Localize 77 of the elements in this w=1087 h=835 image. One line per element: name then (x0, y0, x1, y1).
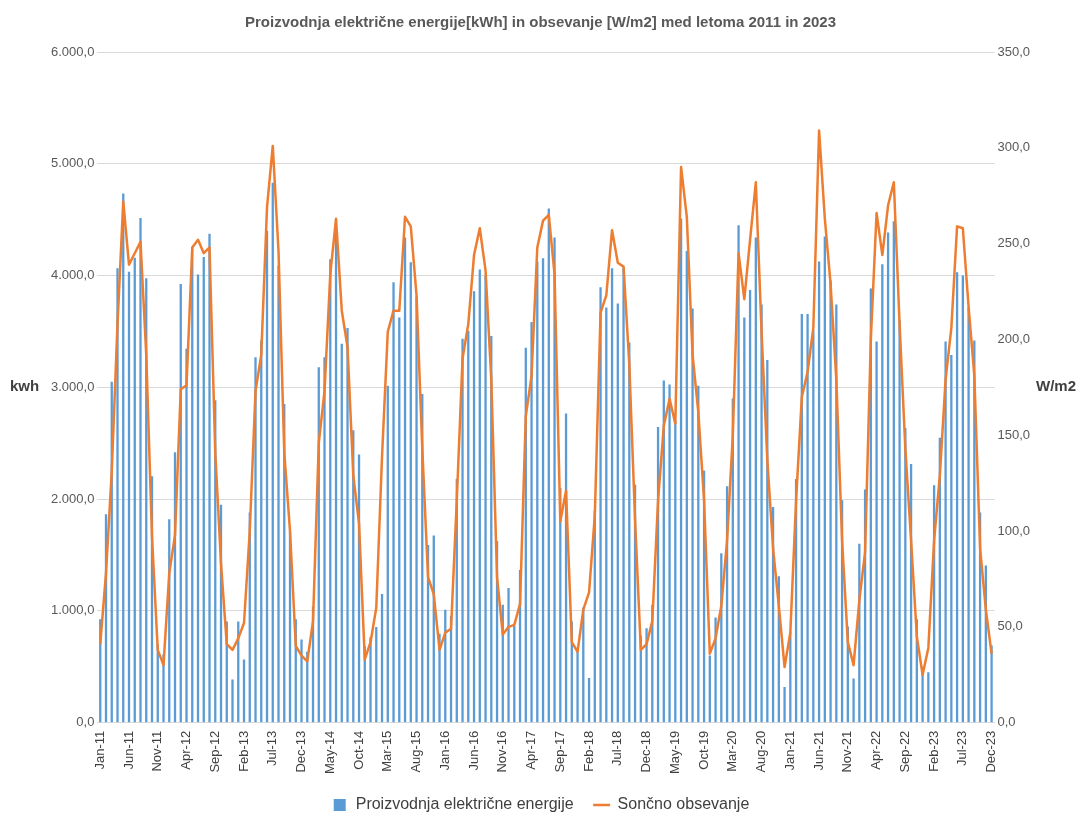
bar (277, 265, 280, 723)
x-tick-label: Jul-23 (954, 730, 970, 767)
y-tick-label: 3.000,0 (51, 378, 95, 394)
bar (507, 587, 510, 723)
bar (530, 321, 533, 723)
y2-tick-label: 300,0 (997, 139, 1031, 155)
x-tick-label: Aug-15 (408, 730, 424, 773)
bar (875, 341, 878, 723)
y-tick-label: 2.000,0 (51, 490, 95, 506)
bar (576, 650, 579, 723)
x-tick-label: Mar-15 (379, 730, 395, 772)
bar (300, 639, 303, 723)
chart-title: Proizvodnja električne energije[kWh] in obsevanje [W/m2] med letoma 2011 in 2023 (244, 13, 837, 31)
bar (185, 348, 188, 723)
bar (806, 314, 809, 723)
legend-label: Proizvodnja električne energije (355, 795, 574, 813)
bar (967, 307, 970, 723)
y2-tick-label: 200,0 (997, 331, 1031, 346)
bar (622, 267, 625, 723)
x-tick-label: Nov-11 (149, 730, 165, 772)
x-tick-label: Jul-18 (609, 730, 625, 767)
bar (139, 217, 142, 723)
x-tick-label: Jul-13 (264, 730, 280, 767)
y2-tick-label: 350,0 (997, 43, 1031, 59)
bar (461, 338, 464, 723)
y2-tick-label: 150,0 (997, 426, 1031, 442)
x-tick-label: Oct-14 (350, 730, 366, 770)
x-tick-label: Feb-23 (925, 730, 941, 772)
bar (231, 679, 234, 723)
y2-tick-label: 50,0 (997, 618, 1023, 634)
y-tick-label: 0,0 (76, 714, 95, 730)
y-tick-label: 5.000,0 (51, 155, 95, 171)
x-tick-label: Apr-12 (178, 730, 194, 770)
x-tick-label: Feb-13 (235, 730, 251, 772)
bar (346, 328, 349, 723)
y2-tick-label: 100,0 (997, 522, 1031, 538)
x-tick-label: Nov-16 (494, 730, 510, 773)
x-tick-label: Nov-21 (839, 730, 855, 773)
y-tick-label: 4.000,0 (51, 267, 95, 283)
x-tick-label: Dec-13 (293, 730, 309, 773)
bar (783, 686, 786, 723)
x-tick-label: Jun-16 (465, 730, 481, 771)
x-tick-label: Sep-12 (206, 730, 222, 773)
bar (392, 282, 395, 723)
bar (668, 384, 671, 723)
y2-tick-label: 0,0 (997, 714, 1016, 730)
y-axis-title: kwh (10, 377, 40, 395)
x-tick-label: Apr-17 (523, 730, 539, 770)
x-tick-label: Oct-19 (695, 730, 711, 770)
bar (990, 645, 993, 723)
bar (852, 678, 855, 723)
bar (645, 628, 648, 723)
x-tick-label: May-14 (321, 730, 337, 775)
x-tick-label: Jan-16 (436, 730, 452, 771)
x-tick-label: Aug-20 (753, 730, 769, 773)
x-tick-label: Jun-11 (120, 730, 136, 770)
x-tick-label: Jun-21 (810, 730, 826, 771)
bar (944, 341, 947, 723)
x-tick-label: Sep-22 (896, 730, 912, 773)
x-tick-label: Feb-18 (580, 730, 596, 772)
x-tick-label: Jan-11 (91, 730, 107, 770)
y-tick-label: 6.000,0 (51, 43, 95, 59)
x-tick-label: Mar-20 (724, 730, 740, 772)
y2-axis-title: W/m2 (1035, 377, 1076, 395)
x-tick-label: Jan-21 (781, 730, 797, 771)
y2-tick-label: 250,0 (997, 235, 1031, 251)
x-tick-label: Dec-18 (638, 730, 654, 773)
x-tick-label: Sep-17 (551, 730, 567, 773)
bar (484, 275, 487, 723)
x-tick-label: Dec-23 (983, 730, 999, 773)
bar (323, 357, 326, 723)
bar (714, 617, 717, 723)
x-tick-label: May-19 (666, 730, 682, 775)
bar (369, 637, 372, 723)
x-tick-label: Apr-22 (868, 730, 884, 770)
y-tick-label: 1.000,0 (51, 602, 95, 618)
legend-label: Sončno obsevanje (617, 795, 750, 813)
